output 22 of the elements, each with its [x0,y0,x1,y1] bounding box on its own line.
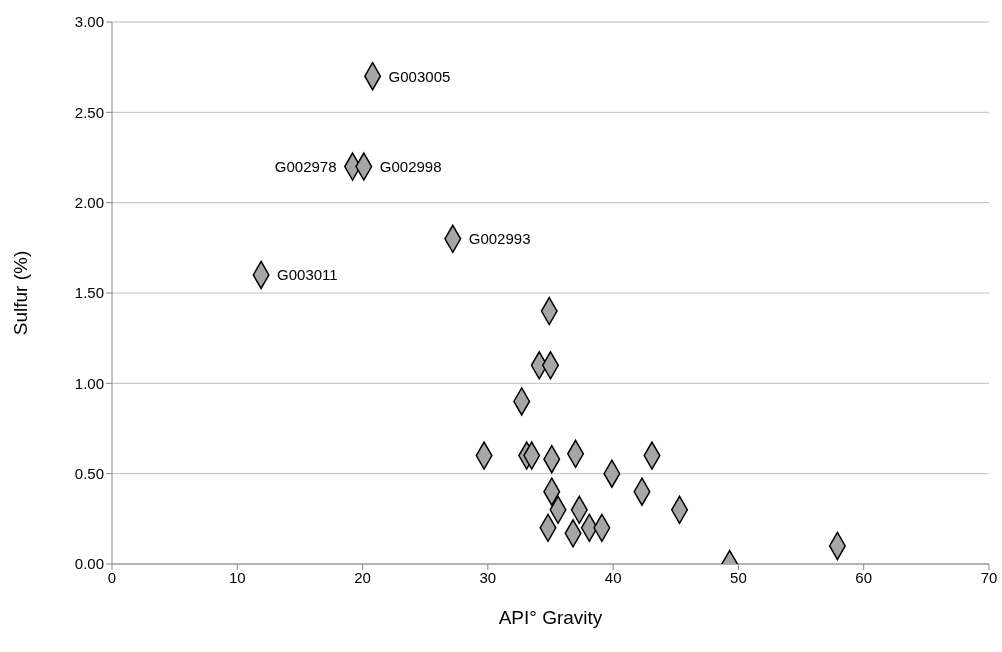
y-tick-label: 2.00 [74,193,104,211]
annotation: G003011 [277,266,338,284]
annotation: G002998 [379,157,442,175]
x-tick-label: 70 [980,568,998,586]
x-tick-label: 10 [228,568,246,586]
x-tick-label: 0 [107,568,117,586]
x-axis-title: API° Gravity [498,607,603,628]
y-tick-label: 3.00 [74,13,104,31]
y-axis-title: Sulfur (%) [9,250,31,336]
x-tick-label: 40 [604,568,622,586]
x-tick-label: 50 [730,568,747,586]
y-tick-label: 2.50 [74,103,104,121]
x-tick-label: 60 [855,568,873,586]
annotation: G003005 [388,67,451,85]
y-tick-label: 1.00 [74,374,104,392]
y-tick-label: 0.50 [74,464,104,482]
x-tick-label: 20 [354,568,371,586]
annotation: G002978 [274,157,337,175]
y-tick-label: 0.00 [74,555,104,573]
x-tick-label: 30 [479,568,497,586]
y-tick-label: 1.50 [74,284,104,302]
annotation: G002993 [468,230,531,248]
